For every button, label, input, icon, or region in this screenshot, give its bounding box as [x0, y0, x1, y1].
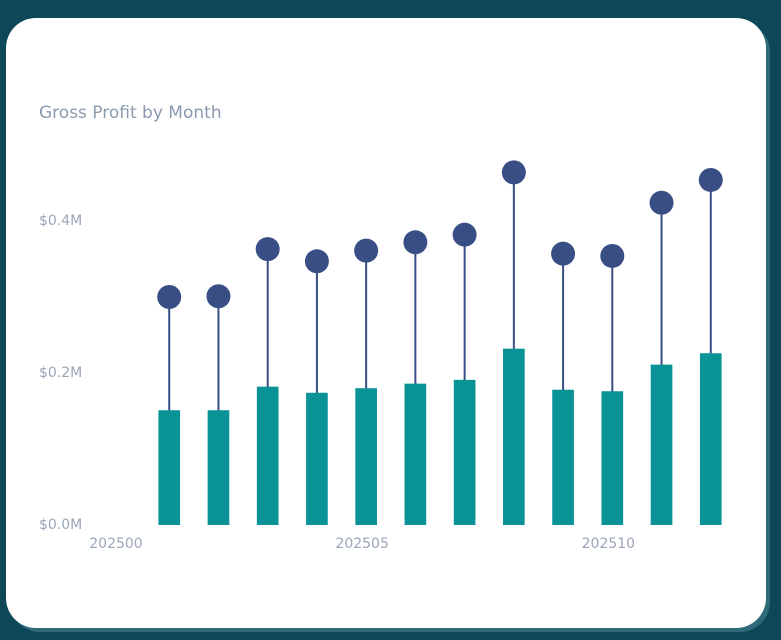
x-tick-label: 202505 — [335, 536, 388, 552]
x-tick-label: 202500 — [89, 536, 142, 552]
bar — [256, 386, 279, 525]
dot — [551, 241, 576, 266]
bar — [601, 391, 624, 525]
bar — [355, 388, 377, 525]
bar — [158, 410, 181, 525]
bar — [552, 389, 574, 525]
y-tick-label: $0.4M — [39, 213, 82, 229]
dot — [354, 238, 379, 263]
bar — [503, 348, 525, 525]
dot — [649, 190, 674, 215]
dot — [501, 160, 526, 185]
bar — [404, 383, 427, 525]
chart-title: Gross Profit by Month — [39, 103, 222, 123]
bar — [453, 379, 476, 525]
bar — [699, 353, 722, 525]
dot — [304, 249, 329, 274]
dot — [157, 285, 182, 309]
dot — [452, 222, 477, 247]
dot — [403, 230, 428, 255]
bar — [306, 392, 328, 525]
dot — [206, 284, 231, 309]
x-tick-label: 202510 — [582, 536, 635, 552]
bar — [650, 364, 673, 525]
card — [6, 18, 766, 628]
dot — [600, 243, 625, 268]
y-tick-label: $0.2M — [39, 365, 82, 381]
bar — [207, 410, 230, 525]
dot — [255, 237, 280, 262]
y-tick-label: $0.0M — [39, 517, 82, 533]
dot — [698, 167, 723, 192]
